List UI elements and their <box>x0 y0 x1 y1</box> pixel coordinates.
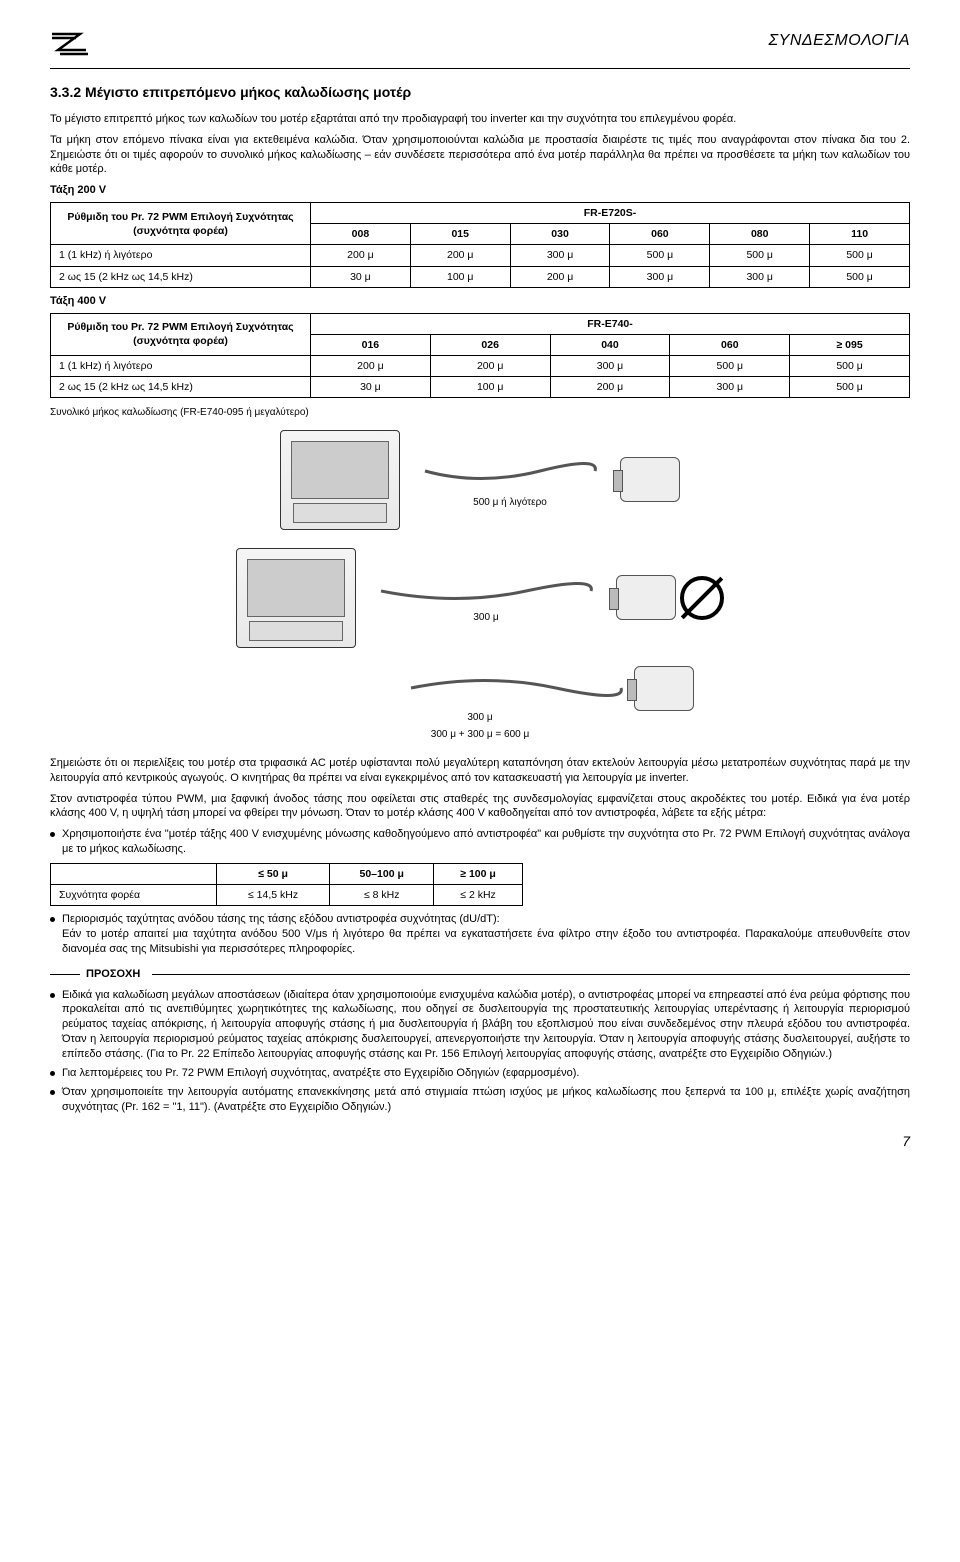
table-model-header: 008 <box>311 224 411 245</box>
table-model-header: 080 <box>710 224 810 245</box>
table-model-header: 026 <box>430 334 550 355</box>
table-cell: 200 μ <box>510 266 610 287</box>
table-cell: 300 μ <box>550 355 670 376</box>
table-cell: 500 μ <box>790 377 910 398</box>
section-title: 3.3.2 Μέγιστο επιτρεπόμενο μήκος καλωδίω… <box>50 83 910 102</box>
table-param-header: Ρύθμιδη του Pr. 72 PWM Επιλογή Συχνότητα… <box>51 313 311 355</box>
table-200v: Ρύθμιδη του Pr. 72 PWM Επιλογή Συχνότητα… <box>50 202 910 288</box>
table-header: ≥ 100 μ <box>434 863 523 884</box>
caution-item: Ειδικά για καλωδίωση μεγάλων αποστάσεων … <box>50 988 910 1062</box>
cable-label-bot: 300 μ <box>467 711 492 725</box>
table-header-empty <box>51 863 217 884</box>
table-cell: 200 μ <box>410 245 510 266</box>
table-cell: 200 μ <box>430 355 550 376</box>
wiring-diagram: 500 μ ή λιγότερο 300 μ 300 μ 300 μ + 300… <box>50 430 910 742</box>
after-para-1: Σημειώστε ότι οι περιελίξεις του μοτέρ σ… <box>50 756 910 786</box>
cable-label-top: 500 μ ή λιγότερο <box>420 496 600 510</box>
table-row-label: 2 ως 15 (2 kHz ως 14,5 kHz) <box>51 266 311 287</box>
cable-label-mid: 300 μ <box>473 611 498 625</box>
table-model-prefix: FR-E740- <box>311 313 910 334</box>
table-row-label: 2 ως 15 (2 kHz ως 14,5 kHz) <box>51 377 311 398</box>
intro-para-2: Τα μήκη στον επόμενο πίνακα είναι για εκ… <box>50 133 910 178</box>
caution-header: ΠΡΟΣΟΧΗ <box>50 967 910 982</box>
caution-title: ΠΡΟΣΟΧΗ <box>86 967 140 982</box>
bullet-item: Περιορισμός ταχύτητας ανόδου τάσης της τ… <box>50 912 910 957</box>
table-model-header: 040 <box>550 334 670 355</box>
table-cell: 300 μ <box>670 377 790 398</box>
bullet-item: Χρησιμοποιήστε ένα "μοτέρ τάξης 400 V εν… <box>50 827 910 857</box>
cable-icon <box>376 571 596 611</box>
cable-icon <box>406 668 626 708</box>
header-divider <box>50 68 910 69</box>
table-cell: 300 μ <box>510 245 610 266</box>
motor-icon <box>616 575 676 620</box>
table-cell: 300 μ <box>710 266 810 287</box>
table-cell: 100 μ <box>430 377 550 398</box>
motor-icon <box>620 457 680 502</box>
forbidden-icon <box>680 576 724 620</box>
table-row-label: 1 (1 kHz) ή λιγότερο <box>51 245 311 266</box>
logo-z-icon <box>50 30 90 60</box>
caution-item: Για λεπτομέρειες του Pr. 72 PWM Επιλογή … <box>50 1066 910 1081</box>
table-header: 50–100 μ <box>330 863 434 884</box>
table-cell: 200 μ <box>311 245 411 266</box>
table-param-header: Ρύθμιδη του Pr. 72 PWM Επιλογή Συχνότητα… <box>51 203 311 245</box>
intro-para-1: Το μέγιστο επιτρεπτό μήκος των καλωδίων … <box>50 112 910 127</box>
table-model-header: 060 <box>670 334 790 355</box>
table-cell: ≤ 2 kHz <box>434 885 523 906</box>
table-row-label: 1 (1 kHz) ή λιγότερο <box>51 355 311 376</box>
page-number: 7 <box>50 1132 910 1151</box>
table-model-header: 015 <box>410 224 510 245</box>
bullet-list-2: Περιορισμός ταχύτητας ανόδου τάσης της τ… <box>50 912 910 957</box>
table-model-header: 110 <box>810 224 910 245</box>
inverter-icon <box>280 430 400 530</box>
table-model-header: 016 <box>311 334 431 355</box>
cable-icon <box>420 451 600 491</box>
table-cell: 500 μ <box>810 266 910 287</box>
table-cell: 100 μ <box>410 266 510 287</box>
caution-item: Όταν χρησιμοποιείτε την λειτουργία αυτόμ… <box>50 1085 910 1115</box>
table-row-label: Συχνότητα φορέα <box>51 885 217 906</box>
table-cell: 500 μ <box>710 245 810 266</box>
table-model-header: 030 <box>510 224 610 245</box>
table-cell: 200 μ <box>550 377 670 398</box>
table-cell: 500 μ <box>670 355 790 376</box>
table-heading-200v: Τάξη 200 V <box>50 183 910 198</box>
bullet-list-1: Χρησιμοποιήστε ένα "μοτέρ τάξης 400 V εν… <box>50 827 910 857</box>
table-cell: 30 μ <box>311 377 431 398</box>
diagram-caption: Συνολικό μήκος καλωδίωσης (FR-E740-095 ή… <box>50 406 910 420</box>
after-para-2: Στον αντιστροφέα τύπου PWM, μια ξαφνική … <box>50 792 910 822</box>
table-cell: 500 μ <box>810 245 910 266</box>
table-cell: ≤ 8 kHz <box>330 885 434 906</box>
page-header-title: ΣΥΝΔΕΣΜΟΛΟΓΙΑ <box>769 30 910 52</box>
table-cell: 200 μ <box>311 355 431 376</box>
table-cell: 500 μ <box>610 245 710 266</box>
table-cell: ≤ 14,5 kHz <box>216 885 330 906</box>
table-heading-400v: Τάξη 400 V <box>50 294 910 309</box>
table-model-header: ≥ 095 <box>790 334 910 355</box>
table-cell: 300 μ <box>610 266 710 287</box>
table-cell: 30 μ <box>311 266 411 287</box>
table-model-header: 060 <box>610 224 710 245</box>
table-model-prefix: FR-E720S- <box>311 203 910 224</box>
table-header: ≤ 50 μ <box>216 863 330 884</box>
caution-list: Ειδικά για καλωδίωση μεγάλων αποστάσεων … <box>50 988 910 1115</box>
cable-sum-label: 300 μ + 300 μ = 600 μ <box>431 728 529 742</box>
table-cell: 500 μ <box>790 355 910 376</box>
carrier-freq-table: ≤ 50 μ 50–100 μ ≥ 100 μ Συχνότητα φορέα … <box>50 863 523 906</box>
page-header: ΣΥΝΔΕΣΜΟΛΟΓΙΑ <box>50 30 910 60</box>
table-400v: Ρύθμιδη του Pr. 72 PWM Επιλογή Συχνότητα… <box>50 313 910 399</box>
motor-icon <box>634 666 694 711</box>
inverter-icon <box>236 548 356 648</box>
